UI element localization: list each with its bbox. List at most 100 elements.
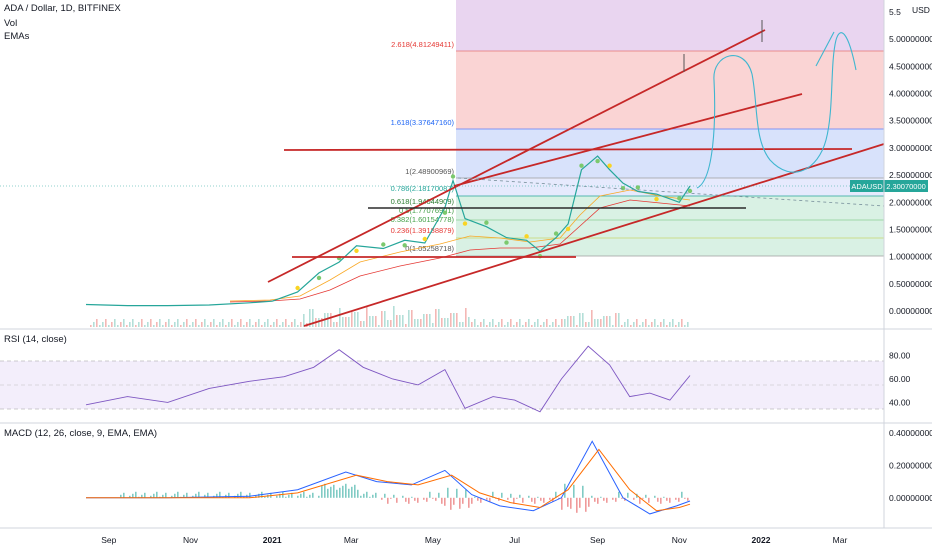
macd-hist-bar [321, 485, 323, 498]
resistance-line-3[interactable] [283, 148, 853, 151]
channel-lower-line[interactable] [303, 143, 885, 327]
macd-hist-bar [477, 497, 479, 501]
volume-bar [669, 322, 671, 327]
price-marker [553, 231, 559, 236]
macd-hist-bar [603, 497, 605, 501]
volume-bar [99, 325, 101, 327]
macd-hist-bar [516, 497, 518, 499]
macd-hist-bar [627, 492, 629, 498]
rsi-line[interactable] [85, 345, 691, 413]
macd-hist-bar [459, 497, 461, 509]
price-marker [422, 236, 427, 242]
macd-hist-bar [192, 495, 194, 498]
macd-hist-bar [258, 493, 260, 498]
symbol-title[interactable]: ADA / Dollar, 1D, BITFINEX [4, 3, 121, 14]
macd-hist-bar [657, 497, 659, 502]
macd-hist-bar [558, 497, 560, 499]
signal-line[interactable] [86, 448, 691, 512]
macd-hist-bar [240, 491, 242, 498]
price-axis[interactable]: 5.5 5.00000000 4.50000000 4.00000000 3.50000… [889, 7, 932, 316]
volume-bar [534, 322, 536, 327]
macd-panel[interactable]: 0.40000000 0.20000000 0.00000000 [86, 428, 932, 515]
volume-bar [210, 322, 212, 327]
macd-hist-bar [528, 495, 530, 498]
macd-hist-bar [264, 496, 266, 498]
volume-bar [453, 313, 455, 327]
macd-hist-bar [585, 497, 587, 512]
time-axis[interactable]: Sep Nov 2021 Mar May Jul Sep Nov 2022 Mar [101, 535, 847, 545]
channel-mid-line[interactable] [453, 93, 803, 187]
volume-bar [474, 319, 476, 327]
price-tag[interactable]: ADAUSD 2.30070000 [850, 180, 928, 192]
macd-hist-bar [465, 489, 467, 498]
volume-bar [156, 322, 158, 327]
price-axis-tick: 3.00000000 [889, 143, 932, 153]
macd-hist-bar [354, 484, 356, 498]
volume-bar [573, 316, 575, 327]
volume-bar [666, 325, 668, 327]
macd-hist-bar [342, 485, 344, 498]
price-marker [607, 163, 612, 168]
volume-bar [363, 321, 365, 327]
ema-line-slow [229, 199, 691, 303]
forecast-curve-drawing[interactable] [696, 32, 857, 189]
volume-bar [651, 322, 653, 327]
macd-hist-bar [381, 497, 383, 500]
price-series-line[interactable] [85, 155, 691, 307]
macd-hist-bar [369, 496, 371, 498]
volume-bar [402, 315, 404, 327]
rsi-indicator-label[interactable]: RSI (14, close) [4, 334, 67, 345]
volume-bar [165, 322, 167, 327]
macd-hist-bar [621, 497, 623, 499]
price-axis-tick: 1.50000000 [889, 225, 932, 235]
price-axis-tick: 5.5 [889, 7, 901, 17]
macd-hist-bar [561, 497, 563, 510]
macd-indicator-label[interactable]: MACD (12, 26, close, 9, EMA, EMA) [4, 428, 158, 439]
volume-bar [345, 317, 347, 327]
volume-bar [333, 322, 335, 327]
macd-hist-bar [279, 493, 281, 498]
volume-bar [366, 307, 368, 327]
volume-bar [636, 319, 638, 327]
volume-bar [177, 319, 179, 327]
volume-bar [276, 319, 278, 327]
volume-indicator-label[interactable]: Vol [4, 18, 18, 29]
price-marker [595, 158, 600, 164]
ema-indicator-label[interactable]: EMAs [4, 31, 30, 42]
fibonacci-retracement[interactable]: 2.618(4.81249411) 1.618(3.37647160) 1(2.… [391, 0, 884, 257]
macd-hist-bar [228, 492, 230, 498]
macd-hist-bar [150, 495, 152, 498]
volume-bar [369, 316, 371, 327]
volume-bar [660, 322, 662, 327]
fib-label-1618: 1.618(3.37647160) [391, 118, 455, 127]
rsi-panel[interactable]: 80.00 60.00 40.00 [0, 345, 911, 413]
macd-hist-bar [123, 492, 125, 498]
volume-bar [285, 319, 287, 327]
price-axis-tick: 0.50000000 [889, 279, 932, 289]
macd-hist-bar [411, 496, 413, 498]
fib-zone-2618 [456, 51, 884, 129]
volume-bar [351, 312, 353, 327]
time-axis-tick: Sep [590, 535, 605, 545]
volume-bar [540, 325, 542, 327]
volume-bar [480, 322, 482, 327]
volume-bars [90, 306, 689, 327]
volume-bar [663, 319, 665, 327]
macd-hist-bar [207, 492, 209, 498]
fib-zone-0786 [456, 196, 884, 256]
volume-bar [468, 317, 470, 327]
trendlines[interactable] [267, 20, 885, 327]
volume-bar [150, 319, 152, 327]
macd-hist-bar [597, 497, 599, 504]
macd-hist-bar [237, 493, 239, 498]
macd-hist-bar [660, 497, 662, 504]
macd-panel-bg[interactable] [0, 424, 884, 526]
volume-bar [576, 325, 578, 327]
channel-upper-line[interactable] [267, 29, 766, 283]
macd-hist-bar [222, 496, 224, 498]
macd-hist-bar [426, 497, 428, 502]
macd-hist-bar [402, 495, 404, 498]
volume-bar [330, 313, 332, 327]
macd-line[interactable] [86, 440, 691, 515]
